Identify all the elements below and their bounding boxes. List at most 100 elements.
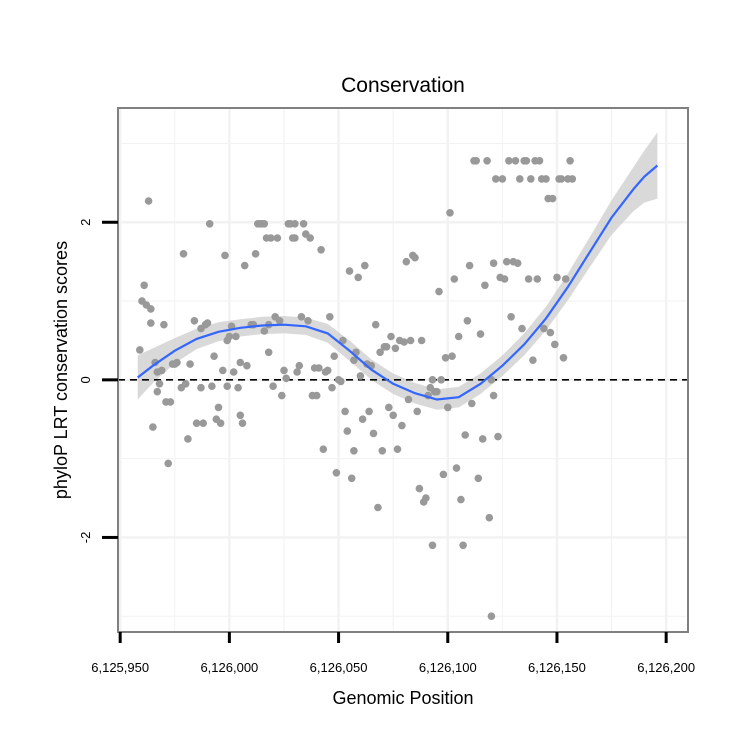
data-point xyxy=(385,403,393,412)
data-point xyxy=(186,360,194,368)
data-point xyxy=(164,459,172,468)
data-point xyxy=(149,423,157,431)
data-point xyxy=(273,234,282,242)
data-point xyxy=(393,445,402,454)
y-axis-label: phyloP LRT conservation scores xyxy=(51,241,71,499)
data-point xyxy=(406,336,415,345)
data-point xyxy=(269,382,277,391)
data-point xyxy=(428,376,437,384)
data-point xyxy=(157,366,166,375)
data-point xyxy=(199,419,207,428)
data-point xyxy=(457,495,465,504)
data-point xyxy=(278,391,286,400)
y-tick-label: -2 xyxy=(78,532,93,544)
y-axis: -2 0 2 xyxy=(78,219,118,544)
data-point xyxy=(378,447,387,455)
data-point xyxy=(551,340,559,349)
data-point xyxy=(291,234,299,242)
data-point xyxy=(240,261,249,270)
data-point xyxy=(557,175,566,183)
data-point xyxy=(136,346,144,354)
data-point xyxy=(260,327,269,335)
data-point xyxy=(179,250,188,258)
data-point xyxy=(238,419,247,428)
smooth-fit-line xyxy=(137,164,659,401)
data-point xyxy=(446,209,454,217)
data-point xyxy=(441,354,450,362)
data-point xyxy=(546,328,555,337)
data-point xyxy=(472,157,481,165)
data-point xyxy=(326,313,334,321)
data-point xyxy=(304,317,312,325)
data-point xyxy=(568,175,577,183)
x-axis-label: Genomic Position xyxy=(332,688,473,708)
data-point xyxy=(439,470,448,479)
data-point xyxy=(343,427,352,435)
data-point xyxy=(293,368,301,376)
data-point xyxy=(433,387,441,396)
data-point xyxy=(219,366,227,375)
data-point xyxy=(264,348,273,357)
data-point xyxy=(566,157,574,165)
data-point xyxy=(489,259,498,268)
data-point xyxy=(374,503,382,512)
x-axis: 6,125,950 6,126,000 6,126,050 6,126,100 6,12… xyxy=(91,632,695,675)
data-point xyxy=(214,403,223,412)
data-point xyxy=(345,267,354,275)
data-point xyxy=(417,336,426,345)
data-point xyxy=(229,368,238,376)
data-point xyxy=(476,330,485,338)
data-point xyxy=(328,383,336,392)
data-point xyxy=(387,332,395,341)
data-point xyxy=(354,273,363,282)
data-point xyxy=(205,220,214,228)
data-point xyxy=(404,395,413,404)
data-point xyxy=(474,474,483,483)
data-point xyxy=(299,220,308,228)
data-point xyxy=(529,356,537,365)
data-point xyxy=(339,336,347,345)
data-point xyxy=(210,352,218,361)
x-tick-label: 6,126,100 xyxy=(419,660,477,675)
data-point xyxy=(315,364,323,372)
data-point xyxy=(494,432,502,441)
data-point xyxy=(312,391,321,400)
data-point xyxy=(184,435,192,443)
data-point xyxy=(500,275,509,283)
data-point xyxy=(389,411,398,420)
data-point xyxy=(459,541,467,550)
data-point xyxy=(208,382,216,391)
data-point xyxy=(356,372,365,380)
data-point xyxy=(487,376,496,384)
data-point xyxy=(461,431,470,439)
data-point xyxy=(317,246,325,254)
data-point xyxy=(190,317,199,325)
data-point xyxy=(330,352,339,361)
x-tick-label: 6,126,150 xyxy=(528,660,586,675)
data-point xyxy=(435,287,443,296)
data-point xyxy=(323,366,332,375)
data-point xyxy=(507,313,515,321)
panel-background xyxy=(118,108,688,632)
data-point xyxy=(481,281,489,290)
data-point xyxy=(487,612,496,620)
data-point xyxy=(216,419,225,428)
data-point xyxy=(282,374,291,383)
data-point xyxy=(147,319,155,327)
data-point xyxy=(533,275,542,283)
data-point xyxy=(548,194,557,203)
data-point xyxy=(527,175,535,183)
data-point xyxy=(513,259,522,268)
data-point xyxy=(561,275,570,283)
x-tick-label: 6,126,000 xyxy=(200,660,258,675)
data-point xyxy=(505,157,513,165)
x-tick-label: 6,126,050 xyxy=(310,660,368,675)
data-point xyxy=(411,253,419,262)
data-point xyxy=(260,220,269,228)
data-point xyxy=(516,175,524,183)
y-tick-label: 0 xyxy=(78,376,93,383)
data-point xyxy=(319,445,328,454)
data-point xyxy=(295,361,304,370)
data-point xyxy=(450,275,459,283)
